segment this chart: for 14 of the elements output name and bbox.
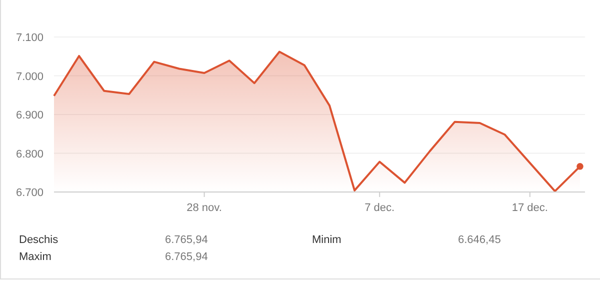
text: 6.765,94 <box>165 234 208 246</box>
text: 6.646,45 <box>458 234 501 246</box>
text: Maxim <box>19 251 52 263</box>
y-tick-label: 6.800 <box>16 148 44 160</box>
x-tick-label: 28 nov. <box>186 202 222 214</box>
y-tick-label: 6.900 <box>16 110 44 122</box>
y-tick-label: 7.000 <box>16 70 44 83</box>
x-tick-label: 17 dec. <box>512 202 548 214</box>
text: Deschis <box>19 234 59 246</box>
y-tick-label: 7.100 <box>16 32 44 44</box>
x-tick-label: 7 dec. <box>364 202 395 214</box>
text: 6.765,94 <box>165 251 208 263</box>
y-tick-label: 6.700 <box>16 187 44 199</box>
text: Minim <box>312 234 342 246</box>
